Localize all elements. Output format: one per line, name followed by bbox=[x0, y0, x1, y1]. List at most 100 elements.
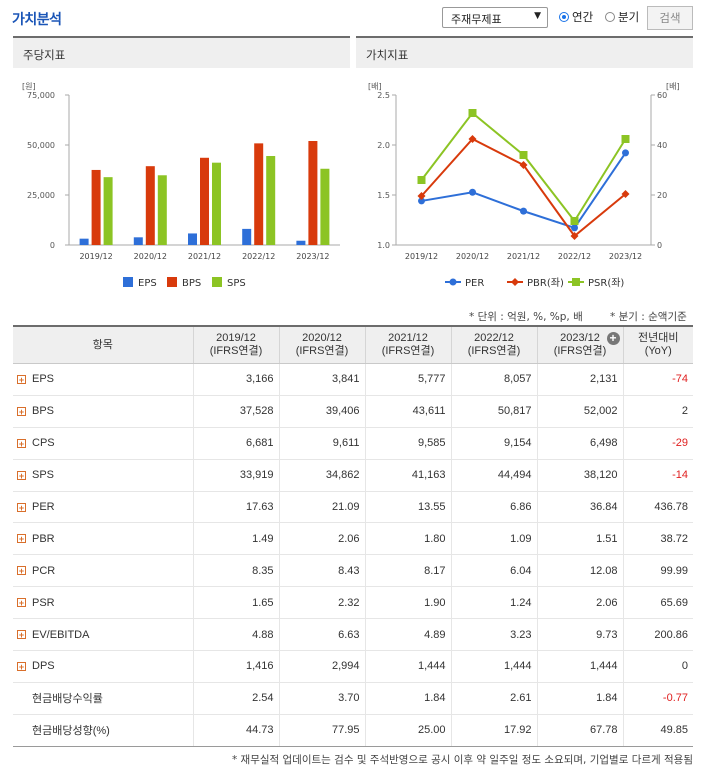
legend-swatch bbox=[212, 277, 222, 287]
bar-bps bbox=[91, 169, 101, 245]
value-cell: 12.08 bbox=[536, 554, 623, 588]
legend-label[interactable]: SPS bbox=[227, 278, 246, 289]
value-cell: 41,163 bbox=[364, 459, 451, 492]
bar-eps bbox=[296, 240, 306, 245]
row-label-cell[interactable]: + EPS bbox=[13, 363, 193, 396]
expand-row-icon[interactable]: + bbox=[17, 662, 26, 673]
value-cell: 2.32 bbox=[278, 586, 365, 620]
expand-row-icon[interactable]: + bbox=[17, 375, 26, 386]
value-cell: 9,154 bbox=[450, 427, 537, 460]
value-cell: 2,131 bbox=[536, 363, 623, 396]
row-label-cell[interactable]: + CPS bbox=[13, 427, 193, 460]
left-tick-label: 2.5 bbox=[377, 91, 390, 100]
row-label: PER bbox=[32, 501, 55, 513]
row-label: EPS bbox=[32, 373, 55, 386]
left-tick-label: 2.0 bbox=[377, 141, 390, 150]
radio-unselected-icon bbox=[605, 12, 615, 22]
x-tick-label: 2023/12 bbox=[296, 252, 329, 261]
expand-row-icon[interactable]: + bbox=[17, 502, 26, 513]
search-button[interactable]: 검색 bbox=[647, 6, 693, 30]
value-cell: 8.35 bbox=[192, 554, 279, 588]
expand-row-icon[interactable]: + bbox=[17, 438, 26, 449]
value-cell: 44,494 bbox=[450, 459, 537, 492]
table-row: + CPS 6,681 9,611 9,585 9,154 6,498 -29 bbox=[13, 427, 693, 460]
value-cell: 34,862 bbox=[278, 459, 365, 492]
x-tick-label: 2021/12 bbox=[507, 252, 540, 261]
row-label: CPS bbox=[32, 437, 55, 450]
yoy-cell: -29 bbox=[622, 427, 693, 460]
chevron-down-icon: ▼ bbox=[534, 11, 541, 21]
radio-quarter[interactable]: 분기 bbox=[605, 9, 639, 25]
expand-row-icon[interactable]: + bbox=[17, 534, 26, 545]
value-cell: 1.84 bbox=[536, 682, 623, 715]
point-per bbox=[622, 149, 629, 157]
yoy-cell: 0 bbox=[622, 650, 693, 683]
y-tick-label: 50,000 bbox=[27, 141, 55, 150]
value-cell: 6.86 bbox=[450, 491, 537, 524]
y-axis-label: [원] bbox=[22, 82, 36, 91]
row-label-cell: 현금배당성향(%) bbox=[13, 714, 193, 747]
yoy-cell: 436.78 bbox=[622, 491, 693, 524]
expand-row-icon[interactable]: + bbox=[17, 566, 26, 577]
point-psr bbox=[621, 135, 630, 143]
table-row: + PCR 8.35 8.43 8.17 6.04 12.08 99.99 bbox=[13, 554, 693, 588]
legend-marker bbox=[449, 278, 457, 286]
row-label: SPS bbox=[32, 469, 55, 482]
row-label: PBR bbox=[32, 532, 55, 545]
row-label-cell[interactable]: + SPS bbox=[13, 459, 193, 492]
report-type-select[interactable]: 주재무제표 ▼ bbox=[442, 7, 548, 28]
row-label-cell[interactable]: + PSR bbox=[13, 586, 193, 620]
expand-row-icon[interactable]: + bbox=[17, 406, 26, 417]
point-psr bbox=[570, 217, 579, 225]
legend-label[interactable]: PER bbox=[465, 278, 484, 289]
value-cell: 43,611 bbox=[364, 395, 451, 428]
point-per bbox=[520, 207, 527, 215]
add-column-icon[interactable]: + bbox=[606, 332, 620, 345]
point-per bbox=[418, 197, 425, 205]
value-cell: 1,444 bbox=[364, 650, 451, 683]
units-note: * 단위 : 억원, %, %p, 배 bbox=[469, 311, 583, 323]
bar-sps bbox=[266, 156, 276, 245]
value-cell: 3.70 bbox=[278, 682, 365, 715]
value-cell: 2.54 bbox=[192, 682, 279, 715]
legend-swatch bbox=[123, 277, 133, 287]
point-per bbox=[571, 224, 578, 232]
legend-label[interactable]: EPS bbox=[138, 278, 157, 289]
radio-annual-label: 연간 bbox=[572, 10, 594, 24]
expand-row-icon[interactable]: + bbox=[17, 470, 26, 481]
point-pbr bbox=[621, 190, 630, 198]
right-axis-label: [배] bbox=[666, 82, 680, 91]
row-label-cell[interactable]: + EV/EBITDA bbox=[13, 618, 193, 652]
value-cell: 44.73 bbox=[192, 714, 279, 747]
expand-row-icon[interactable]: + bbox=[17, 630, 26, 641]
page-title: 가치분석 bbox=[12, 12, 62, 28]
expand-row-icon[interactable]: + bbox=[17, 598, 26, 609]
legend-label[interactable]: BPS bbox=[182, 278, 201, 289]
row-label-cell[interactable]: + BPS bbox=[13, 395, 193, 428]
radio-annual[interactable]: 연간 bbox=[559, 9, 593, 25]
x-tick-label: 2022/12 bbox=[242, 252, 275, 261]
bar-eps bbox=[133, 237, 143, 245]
value-cell: 9,585 bbox=[364, 427, 451, 460]
legend-label[interactable]: PSR(좌) bbox=[588, 277, 624, 289]
right-tick-label: 60 bbox=[657, 91, 667, 100]
value-cell: 3,841 bbox=[278, 363, 365, 396]
value-cell: 1.24 bbox=[450, 586, 537, 620]
right-tick-label: 40 bbox=[657, 141, 667, 150]
legend-label[interactable]: PBR(좌) bbox=[527, 277, 564, 289]
x-tick-label: 2019/12 bbox=[405, 252, 438, 261]
value-cell: 38,120 bbox=[536, 459, 623, 492]
row-label: PSR bbox=[32, 596, 55, 609]
point-pbr bbox=[417, 192, 426, 200]
legend-swatch bbox=[167, 277, 177, 287]
row-label-cell[interactable]: + PER bbox=[13, 491, 193, 524]
table-row: + PBR 1.49 2.06 1.80 1.09 1.51 38.72 bbox=[13, 522, 693, 556]
col-year-header: 2020/12 (IFRS연결) bbox=[278, 325, 365, 364]
row-label-cell[interactable]: + DPS bbox=[13, 650, 193, 683]
radio-selected-icon bbox=[559, 12, 569, 22]
col-year-header: 2022/12 (IFRS연결) bbox=[450, 325, 537, 364]
right-tick-label: 0 bbox=[657, 241, 662, 250]
value-cell: 6,498 bbox=[536, 427, 623, 460]
row-label-cell[interactable]: + PCR bbox=[13, 554, 193, 588]
row-label-cell[interactable]: + PBR bbox=[13, 522, 193, 556]
